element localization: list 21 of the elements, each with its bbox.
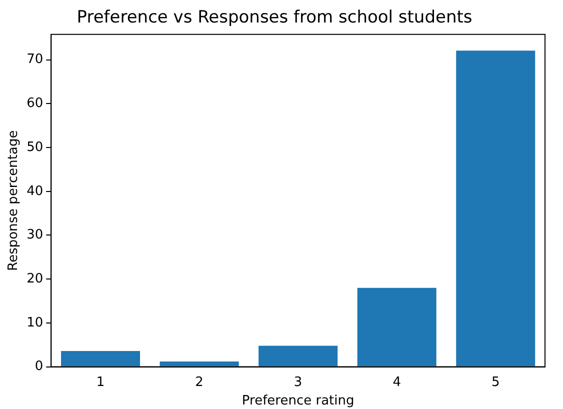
x-axis-title: Preference rating [242, 394, 354, 409]
bar [456, 50, 536, 366]
y-tick-label: 70 [26, 52, 44, 68]
x-tick-label: 5 [491, 374, 500, 390]
bar [61, 351, 140, 366]
y-tick-label: 50 [26, 140, 44, 155]
y-tick-label: 40 [26, 184, 44, 199]
bar [160, 362, 239, 366]
y-tick-label: 30 [26, 228, 44, 243]
y-tick-label: 60 [26, 96, 44, 112]
y-tick-label: 0 [34, 359, 44, 374]
x-tick-label: 4 [392, 374, 401, 390]
x-tick-label: 3 [294, 374, 302, 390]
chart-title: Preference vs Responses from school students [76, 8, 472, 28]
x-tick-label: 2 [195, 374, 204, 390]
bar [258, 346, 338, 366]
y-tick-label: 20 [26, 271, 44, 286]
bar [357, 288, 436, 366]
y-axis-title: Response percentage [6, 130, 22, 271]
x-tick-label: 1 [96, 374, 105, 390]
y-tick-label: 10 [26, 315, 44, 330]
